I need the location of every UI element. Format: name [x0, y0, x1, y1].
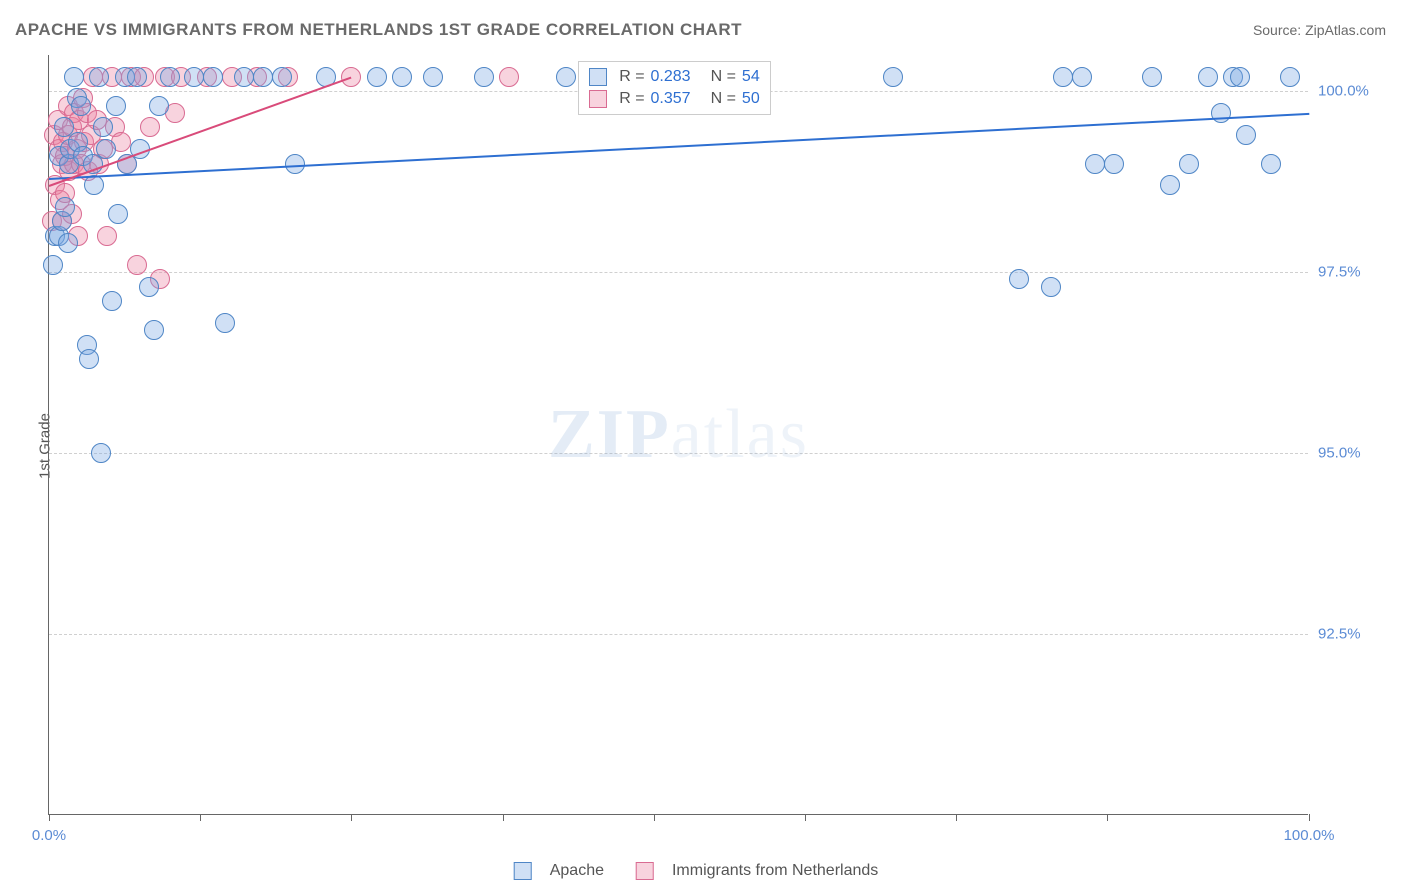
watermark: ZIPatlas [548, 395, 809, 475]
scatter-point [127, 255, 147, 275]
scatter-point [1085, 154, 1105, 174]
watermark-light: atlas [671, 396, 809, 473]
stats-legend: R = 0.283 N = 54 R = 0.357 N = 50 [578, 61, 771, 115]
scatter-point [234, 67, 254, 87]
source-label: Source: [1253, 22, 1305, 38]
scatter-point [149, 96, 169, 116]
scatter-point [1230, 67, 1250, 87]
scatter-point [1053, 67, 1073, 87]
scatter-point [127, 67, 147, 87]
scatter-point [144, 320, 164, 340]
x-tick [956, 814, 957, 821]
scatter-point [272, 67, 292, 87]
gridline-horizontal [49, 453, 1308, 454]
scatter-point [1104, 154, 1124, 174]
legend-r-value: 0.283 [651, 68, 691, 86]
scatter-point [1142, 67, 1162, 87]
scatter-point [79, 349, 99, 369]
scatter-point [43, 255, 63, 275]
scatter-point [140, 117, 160, 137]
scatter-point [184, 67, 204, 87]
bottom-legend: Apache Immigrants from Netherlands [514, 862, 893, 880]
gridline-horizontal [49, 272, 1308, 273]
legend-swatch [589, 90, 607, 108]
legend-swatch [636, 862, 654, 880]
scatter-point [97, 226, 117, 246]
scatter-point [499, 67, 519, 87]
scatter-point [1280, 67, 1300, 87]
scatter-point [1236, 125, 1256, 145]
x-tick [503, 814, 504, 821]
watermark-bold: ZIP [548, 396, 671, 473]
x-tick [805, 814, 806, 821]
scatter-point [1179, 154, 1199, 174]
y-tick-label: 97.5% [1318, 264, 1388, 281]
legend-r-value: 0.357 [651, 90, 691, 108]
scatter-point [423, 67, 443, 87]
legend-n-value: 54 [742, 68, 760, 86]
scatter-point [1198, 67, 1218, 87]
scatter-point [215, 313, 235, 333]
scatter-point [84, 175, 104, 195]
legend-r-label: R = [619, 90, 644, 108]
scatter-point [1261, 154, 1281, 174]
gridline-horizontal [49, 634, 1308, 635]
x-tick [1107, 814, 1108, 821]
y-tick-label: 92.5% [1318, 626, 1388, 643]
scatter-point [1211, 103, 1231, 123]
legend-n-label: N = [711, 68, 736, 86]
legend-swatch [514, 862, 532, 880]
scatter-point [139, 277, 159, 297]
scatter-point [96, 139, 116, 159]
scatter-point [253, 67, 273, 87]
scatter-point [160, 67, 180, 87]
scatter-point [883, 67, 903, 87]
scatter-point [367, 67, 387, 87]
source-value: ZipAtlas.com [1305, 22, 1386, 38]
x-tick-label: 0.0% [32, 827, 66, 844]
scatter-point [203, 67, 223, 87]
scatter-point [55, 197, 75, 217]
stats-legend-row: R = 0.357 N = 50 [589, 88, 760, 110]
source-attribution: Source: ZipAtlas.com [1253, 22, 1386, 38]
scatter-point [556, 67, 576, 87]
legend-swatch [589, 68, 607, 86]
x-tick-label: 100.0% [1284, 827, 1335, 844]
legend-series-label: Apache [550, 862, 604, 880]
scatter-point [1072, 67, 1092, 87]
x-tick [49, 814, 50, 821]
scatter-point [102, 291, 122, 311]
scatter-point [71, 96, 91, 116]
scatter-point [58, 233, 78, 253]
scatter-point [1009, 269, 1029, 289]
scatter-point [1041, 277, 1061, 297]
scatter-point [93, 117, 113, 137]
legend-n-label: N = [711, 90, 736, 108]
scatter-point [1160, 175, 1180, 195]
x-tick [654, 814, 655, 821]
scatter-point [474, 67, 494, 87]
legend-n-value: 50 [742, 90, 760, 108]
scatter-point [392, 67, 412, 87]
scatter-plot-area: ZIPatlas 92.5%95.0%97.5%100.0%0.0%100.0%… [48, 55, 1308, 815]
y-tick-label: 100.0% [1318, 83, 1388, 100]
scatter-point [89, 67, 109, 87]
legend-r-label: R = [619, 68, 644, 86]
legend-series-label: Immigrants from Netherlands [672, 862, 878, 880]
x-tick [351, 814, 352, 821]
y-tick-label: 95.0% [1318, 445, 1388, 462]
x-tick [200, 814, 201, 821]
scatter-point [285, 154, 305, 174]
scatter-point [91, 443, 111, 463]
x-tick [1309, 814, 1310, 821]
stats-legend-row: R = 0.283 N = 54 [589, 66, 760, 88]
scatter-point [106, 96, 126, 116]
scatter-point [64, 67, 84, 87]
chart-title: APACHE VS IMMIGRANTS FROM NETHERLANDS 1S… [15, 20, 742, 40]
scatter-point [108, 204, 128, 224]
